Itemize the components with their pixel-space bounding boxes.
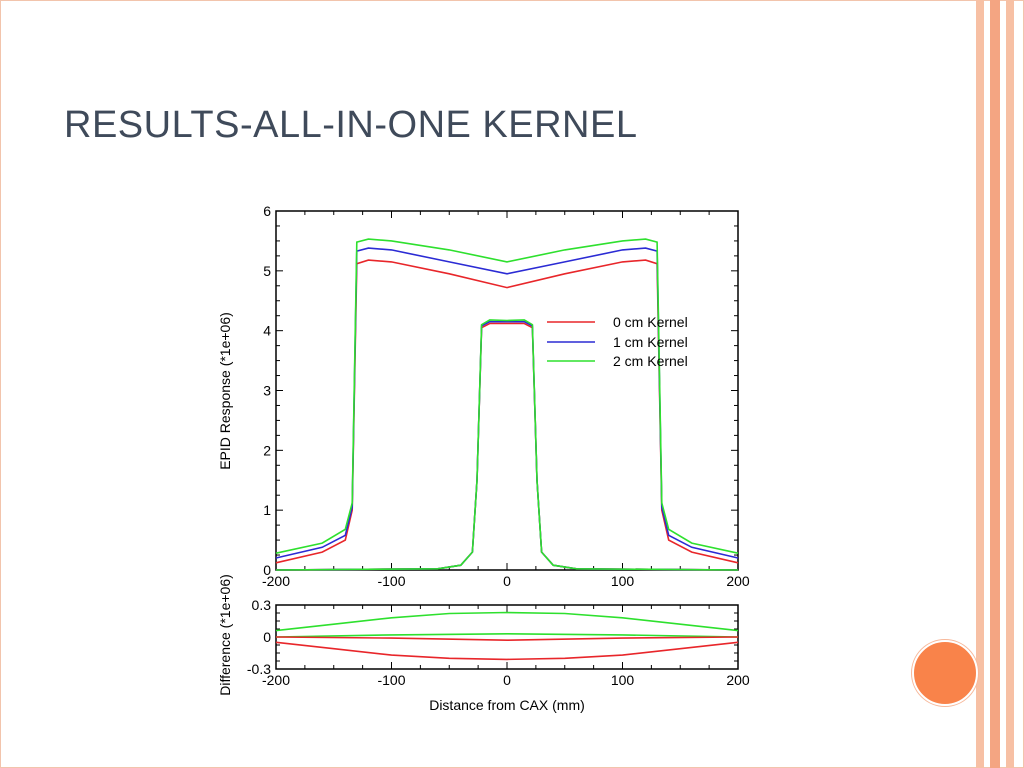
top-ylabel: EPID Response (*1e+06)	[217, 312, 233, 470]
x-tick-label: 0	[503, 573, 511, 589]
y-tick-label: 4	[263, 323, 271, 339]
legend-label: 1 cm Kernel	[613, 334, 688, 350]
y-tick-label: 2	[263, 442, 271, 458]
difference-line	[275, 632, 739, 638]
difference-line	[275, 636, 739, 642]
slide-title: RESULTS-ALL-IN-ONE KERNEL	[64, 104, 638, 146]
difference-line	[275, 611, 739, 632]
y-tick-label: 0.3	[252, 597, 272, 613]
bottom-xlabel: Distance from CAX (mm)	[429, 697, 585, 713]
x-tick-label: 0	[503, 672, 511, 688]
bottom-ticks: -200 -100 0 100 200 -0.3 0 0.3	[247, 597, 750, 688]
y-tick-label: 6	[263, 203, 271, 219]
stripe	[976, 0, 984, 768]
y-tick-label: 1	[263, 502, 271, 518]
x-tick-label: 200	[726, 573, 750, 589]
top-plot-frame	[275, 210, 739, 571]
top-ticks: -200 -100 0 100 200 0 1 2 3 4 5 6	[262, 203, 750, 589]
bottom-series	[275, 611, 739, 661]
legend: 0 cm Kernel 1 cm Kernel 2 cm Kernel	[547, 314, 688, 369]
series-line-large-field	[275, 247, 739, 559]
x-tick-label: 200	[726, 672, 750, 688]
x-tick-label: -200	[262, 573, 290, 589]
x-tick-label: -100	[377, 573, 405, 589]
top-series	[275, 238, 739, 571]
y-tick-label: -0.3	[247, 661, 271, 677]
stripe	[990, 0, 1000, 768]
bottom-ylabel: Difference (*1e+06)	[217, 574, 233, 696]
orange-circle-icon	[912, 640, 978, 706]
x-tick-label: -100	[377, 672, 405, 688]
series-line-large-field	[275, 259, 739, 564]
chart-canvas: -200 -100 0 100 200 0 1 2 3 4 5 6 EPID Response (*1…	[217, 203, 750, 713]
y-tick-label: 5	[263, 263, 271, 279]
legend-label: 0 cm Kernel	[613, 314, 688, 330]
decorative-stripes	[976, 0, 1024, 768]
stripe	[1006, 0, 1014, 768]
y-tick-label: 0	[263, 629, 271, 645]
series-line-small-field	[275, 319, 739, 571]
x-tick-label: -200	[262, 672, 290, 688]
x-tick-label: 100	[611, 573, 635, 589]
y-tick-label: 0	[263, 562, 271, 578]
series-line-large-field	[275, 238, 739, 554]
legend-label: 2 cm Kernel	[613, 353, 688, 369]
y-tick-label: 3	[263, 383, 271, 399]
x-tick-label: 100	[611, 672, 635, 688]
difference-line	[275, 641, 739, 661]
figure: -200 -100 0 100 200 0 1 2 3 4 5 6 EPID Response (*1…	[200, 195, 760, 725]
